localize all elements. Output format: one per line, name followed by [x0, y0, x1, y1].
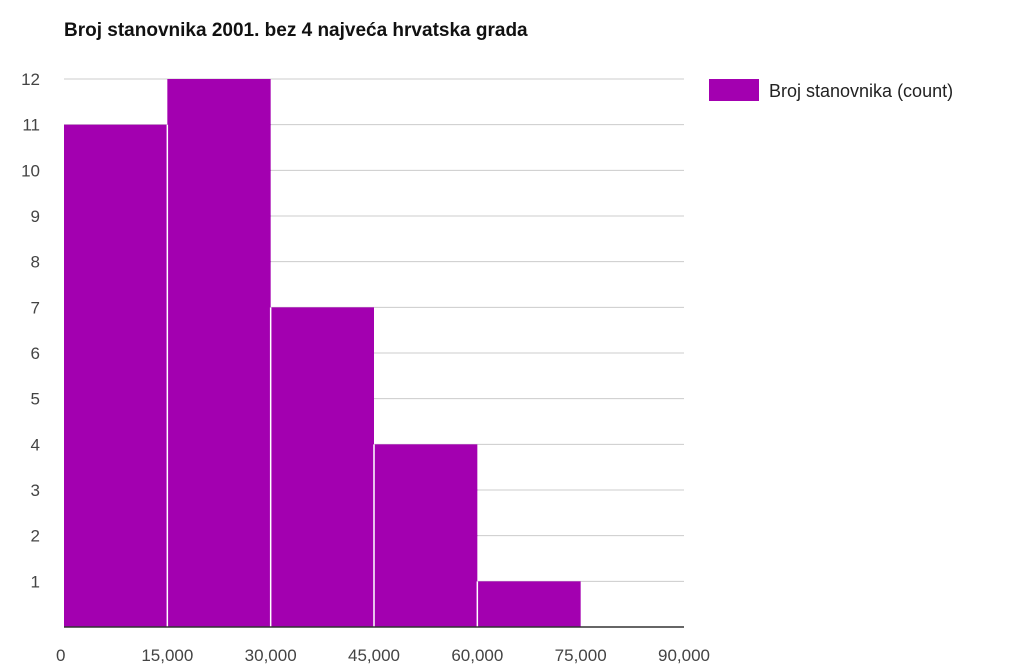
x-tick-label: 75,000: [555, 646, 607, 665]
histogram-bar: [477, 581, 581, 627]
legend: Broj stanovnika (count): [709, 79, 953, 101]
x-tick-label: 30,000: [245, 646, 297, 665]
bars: [64, 79, 581, 628]
y-tick-label: 4: [31, 435, 40, 454]
x-tick-label: 90,000: [658, 646, 710, 665]
y-tick-label: 5: [31, 390, 40, 409]
legend-swatch: [709, 79, 759, 101]
x-tick-label: 0: [56, 646, 65, 665]
chart-title: Broj stanovnika 2001. bez 4 najveća hrva…: [64, 20, 528, 41]
y-tick-label: 3: [31, 481, 40, 500]
x-tick-label: 45,000: [348, 646, 400, 665]
y-tick-label: 2: [31, 527, 40, 546]
y-tick-label: 7: [31, 298, 40, 317]
y-tick-label: 12: [21, 70, 40, 89]
x-tick-label: 15,000: [141, 646, 193, 665]
y-tick-label: 9: [31, 207, 40, 226]
x-tick-label: 60,000: [451, 646, 503, 665]
y-tick-label: 6: [31, 344, 40, 363]
histogram-bar: [270, 307, 374, 627]
y-tick-label: 1: [31, 572, 40, 591]
y-tick-label: 10: [21, 161, 40, 180]
legend-label: Broj stanovnika (count): [769, 81, 953, 101]
y-tick-label: 8: [31, 253, 40, 272]
histogram-bar: [64, 124, 168, 628]
y-tick-label: 11: [22, 116, 40, 135]
